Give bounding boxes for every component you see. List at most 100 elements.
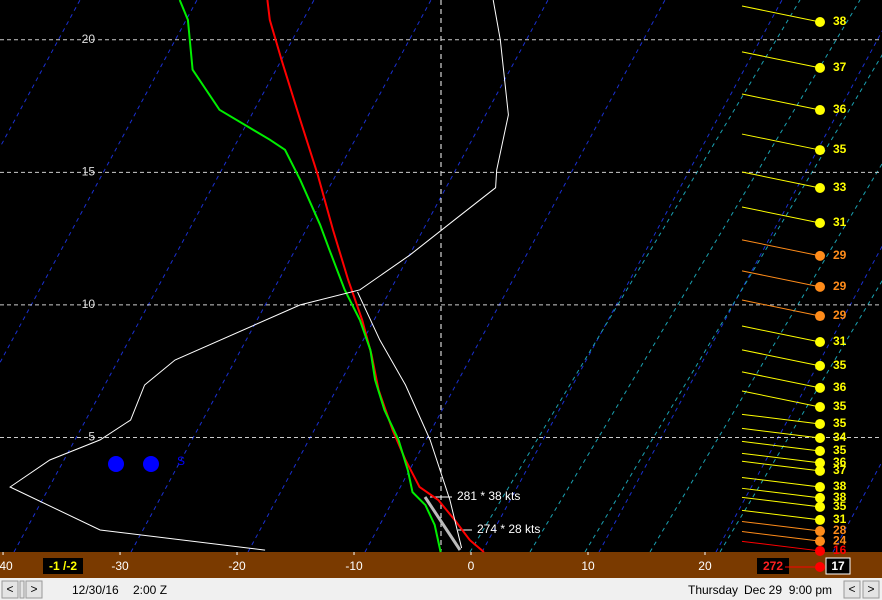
wind-barb [741, 413, 821, 425]
prev-icon: < [6, 582, 13, 596]
wind-dot [815, 536, 825, 547]
wind-dot [815, 62, 825, 73]
wind-barb [741, 349, 821, 367]
scroll-right-icon: > [867, 582, 874, 596]
x-axis-bar [0, 552, 882, 578]
wind-barb [741, 325, 821, 343]
wind-speed-label: 37 [833, 60, 847, 74]
direction-box [757, 558, 789, 574]
wind-barb [741, 5, 821, 23]
adiabat-guide [719, 280, 882, 553]
separator [19, 580, 25, 599]
hodograph-segment [423, 496, 462, 551]
wind-barb [741, 540, 821, 552]
direction-text: 272 [763, 559, 783, 573]
status-bar [0, 578, 882, 600]
wind-barb [741, 452, 821, 464]
wind-speed-label: 38 [833, 490, 847, 504]
wind-speed-label: 34 [833, 430, 847, 444]
wind-barb [741, 520, 821, 532]
adiabat-guide [529, 0, 861, 553]
wind-dot [815, 105, 825, 116]
wind-speed-label: 29 [833, 308, 847, 322]
isotherm-guide [130, 0, 432, 553]
storm-motion-dot [143, 456, 159, 472]
storm-label: S [177, 454, 185, 468]
wind-barb [741, 487, 821, 499]
wind-speed-label: 37 [833, 463, 847, 477]
wind-dot [815, 445, 825, 456]
wind-dot [815, 514, 825, 525]
prev-button[interactable] [1, 580, 19, 599]
wind-barb [741, 509, 821, 521]
wind-speed-label: 31 [833, 334, 847, 348]
wind-dot [815, 250, 825, 261]
wind-dot [815, 432, 825, 443]
wind-speed-label: 31 [833, 512, 847, 526]
x-tick-label: -20 [228, 559, 246, 573]
wind-barb [741, 460, 821, 472]
x-tick-label: 20 [698, 559, 712, 573]
wind-speed-label: 35 [833, 142, 847, 156]
x-tick-label: 40 [0, 559, 13, 573]
wind-barb [741, 476, 821, 488]
wind-dot [815, 360, 825, 371]
wind-barb [741, 171, 821, 189]
wind-speed-label: 35 [833, 499, 847, 513]
wind-dot [815, 311, 825, 322]
wind-barb [741, 371, 821, 389]
wind-dot [815, 281, 825, 292]
profile-line [178, 0, 442, 553]
surface-speed-text: 17 [831, 559, 845, 573]
wind-dot [815, 337, 825, 348]
guide-lines [0, 0, 882, 553]
wind-speed-label: 24 [833, 533, 847, 547]
wind-barb [741, 206, 821, 224]
isotherm-guide [0, 0, 81, 149]
wind-barb [741, 93, 821, 111]
wind-speed-label: 36 [833, 380, 847, 394]
next-button[interactable] [25, 580, 43, 599]
status-local-time: Dec 29 9:00 pm [744, 583, 832, 597]
wind-speed-label: 29 [833, 248, 847, 262]
wind-speed-label: 31 [833, 215, 847, 229]
status-weekday: Thursday [688, 583, 738, 597]
wind-speed-label: 35 [833, 416, 847, 430]
wind-dot [815, 526, 825, 537]
wind-speed-label: 36 [833, 455, 847, 469]
wind-dot [815, 418, 825, 429]
y-tick-label: 5 [88, 430, 95, 444]
wind-dot [815, 382, 825, 393]
scroll-left-icon: < [848, 582, 855, 596]
wind-speed-label: 38 [833, 14, 847, 28]
adiabat-guide [584, 54, 882, 553]
status-time: 2:00 Z [133, 583, 167, 597]
isotherm-guide [247, 0, 549, 553]
x-tick-label: 10 [581, 559, 595, 573]
scroll-left-button[interactable] [843, 580, 861, 599]
lcl-text: -1 /-2 [49, 559, 77, 573]
wind-annotation: 274 * 28 kts [477, 522, 540, 536]
wind-barb [741, 496, 821, 508]
wind-barb [741, 531, 821, 542]
wind-dot [815, 457, 825, 468]
next-icon: > [30, 582, 37, 596]
isotherm-guide [481, 0, 783, 553]
wind-speed-label: 28 [833, 523, 847, 537]
isotherm-guide [364, 0, 666, 553]
wind-dot [815, 492, 825, 503]
lcl-box [43, 558, 83, 574]
profile-line [9, 0, 509, 551]
wind-speed-label: 16 [833, 543, 847, 557]
wind-dot [815, 482, 825, 493]
scroll-right-button[interactable] [862, 580, 880, 599]
surface-wind-dot [815, 562, 825, 572]
wind-speed-label: 35 [833, 443, 847, 457]
wind-barb [741, 440, 821, 452]
wind-dot [815, 217, 825, 228]
surface-speed-box [825, 557, 851, 575]
wind-annotation: 281 * 38 kts [457, 489, 520, 503]
